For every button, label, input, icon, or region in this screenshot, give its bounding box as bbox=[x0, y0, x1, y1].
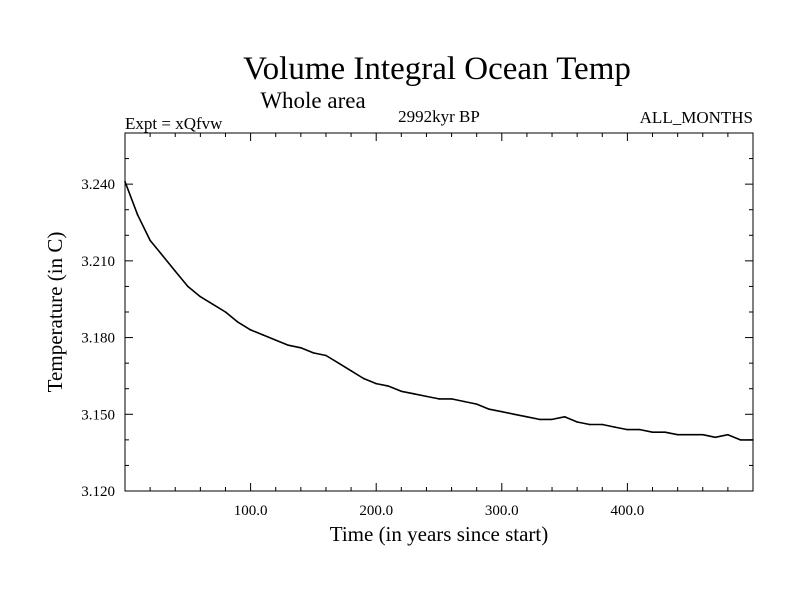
y-tick-label: 3.210 bbox=[81, 254, 115, 270]
data-point bbox=[350, 370, 352, 372]
data-point bbox=[300, 347, 302, 349]
period-label: 2992kyr BP bbox=[398, 107, 480, 126]
data-point bbox=[651, 431, 654, 433]
experiment-label: Expt = xQfvw bbox=[125, 114, 223, 133]
plot-frame bbox=[124, 132, 754, 492]
data-point bbox=[362, 377, 365, 380]
data-point bbox=[224, 311, 227, 313]
data-point bbox=[375, 382, 378, 385]
data-point bbox=[413, 393, 415, 395]
data-point bbox=[676, 433, 679, 436]
series-points bbox=[124, 180, 754, 441]
data-point bbox=[400, 390, 403, 393]
chart-subtitle: Whole area bbox=[260, 88, 365, 113]
data-point bbox=[450, 398, 453, 400]
y-tick-label: 3.240 bbox=[81, 177, 115, 193]
data-point bbox=[727, 433, 729, 436]
x-tick-label: 300.0 bbox=[485, 503, 519, 519]
x-tick-label: 400.0 bbox=[611, 503, 645, 519]
data-point bbox=[475, 403, 478, 405]
data-point bbox=[325, 354, 327, 357]
data-point bbox=[425, 395, 428, 398]
data-point bbox=[312, 352, 315, 354]
data-point bbox=[174, 270, 177, 272]
x-tick-label: 200.0 bbox=[359, 503, 393, 519]
data-point bbox=[576, 421, 578, 423]
data-point bbox=[551, 418, 553, 421]
x-axis-label: Time (in years since start) bbox=[330, 522, 549, 546]
data-point bbox=[752, 439, 754, 441]
x-tick-label: 100.0 bbox=[234, 503, 268, 519]
data-point bbox=[438, 398, 440, 400]
data-point bbox=[249, 329, 252, 331]
data-point bbox=[639, 428, 641, 431]
data-point bbox=[463, 400, 465, 403]
data-point bbox=[287, 344, 290, 347]
data-point bbox=[701, 433, 704, 436]
data-point bbox=[161, 254, 164, 257]
data-point bbox=[262, 334, 264, 336]
y-axis-label: Temperature (in C) bbox=[43, 232, 67, 393]
tick-labels: 100.0 200.0 300.0 400.0 3.120 3.150 3.180 3.210… bbox=[81, 177, 644, 519]
data-point bbox=[664, 431, 666, 433]
temperature-series-line bbox=[124, 181, 753, 441]
data-point bbox=[237, 321, 239, 324]
data-point bbox=[136, 214, 139, 216]
data-point bbox=[714, 436, 717, 439]
y-tick-label: 3.180 bbox=[81, 331, 115, 347]
data-point bbox=[124, 180, 126, 183]
data-point bbox=[563, 416, 566, 418]
data-point bbox=[488, 408, 491, 410]
data-point bbox=[212, 303, 214, 306]
data-point bbox=[739, 439, 742, 441]
data-point bbox=[538, 418, 541, 421]
data-point bbox=[337, 362, 340, 364]
data-point bbox=[149, 239, 151, 242]
y-tick-label: 3.150 bbox=[81, 407, 115, 423]
axis-ticks bbox=[125, 133, 753, 492]
months-label: ALL_MONTHS bbox=[640, 108, 753, 127]
data-point bbox=[387, 385, 390, 387]
data-point bbox=[199, 295, 202, 298]
data-point bbox=[274, 339, 277, 341]
data-point bbox=[526, 416, 528, 418]
data-point bbox=[501, 410, 503, 413]
data-point bbox=[601, 423, 604, 426]
y-tick-label: 3.120 bbox=[81, 484, 115, 500]
data-point bbox=[187, 285, 189, 288]
data-point bbox=[626, 428, 629, 431]
data-point bbox=[513, 413, 516, 416]
chart-title: Volume Integral Ocean Temp bbox=[243, 51, 631, 87]
data-point bbox=[689, 433, 691, 436]
data-point bbox=[614, 426, 616, 428]
data-point bbox=[588, 423, 591, 426]
